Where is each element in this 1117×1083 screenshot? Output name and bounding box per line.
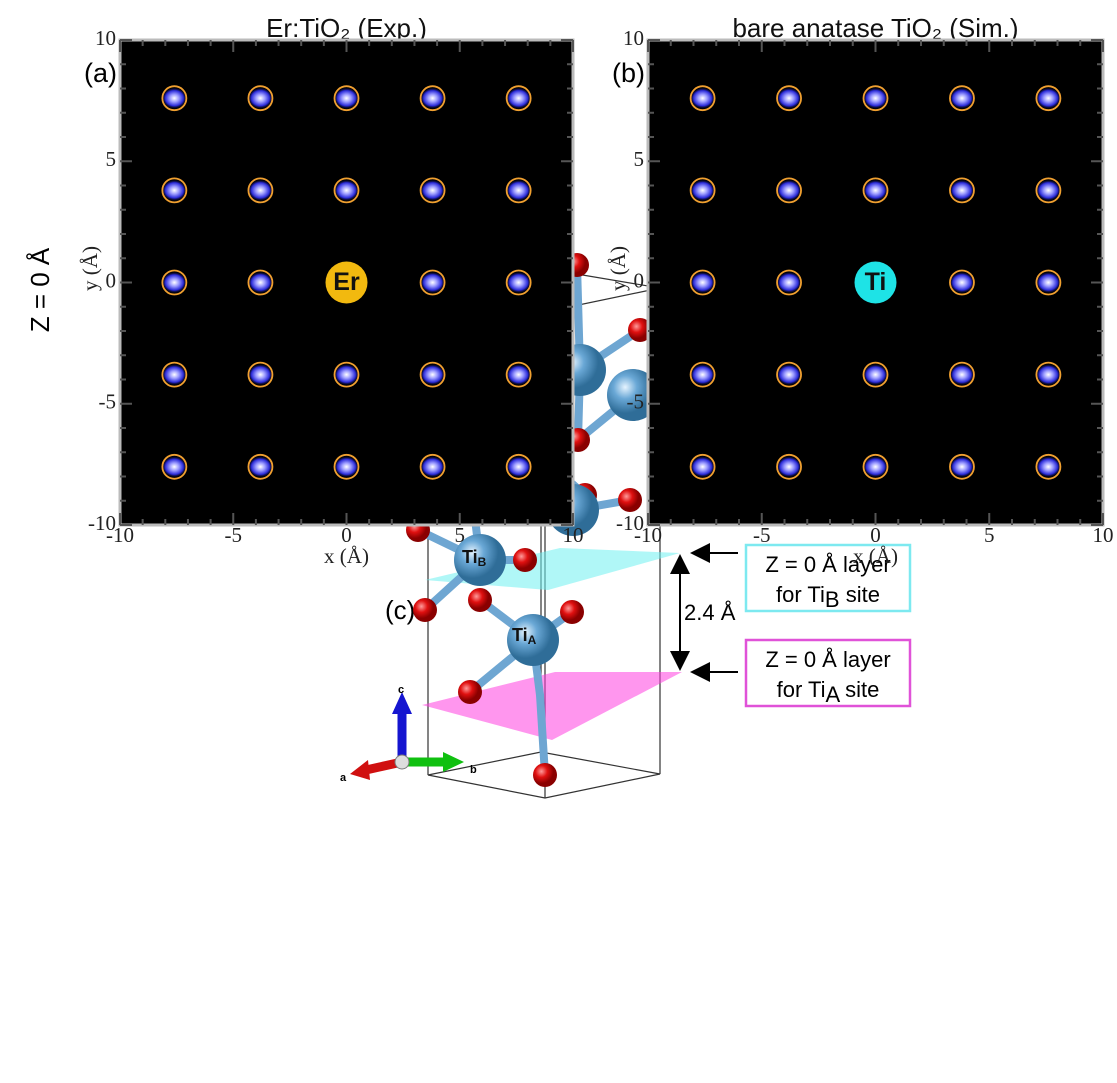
y-tick-label: -10 — [88, 511, 116, 535]
panel-label: (c) — [385, 595, 415, 625]
y-tick-label: 10 — [95, 26, 116, 50]
figure: Z = 0 Å (c) — [0, 0, 1117, 1083]
y-tick-label: 0 — [634, 268, 645, 292]
layer-label: Z = 0 Å layer — [765, 647, 890, 672]
text-part: Ti — [462, 547, 478, 567]
axis-letter: b — [470, 764, 477, 776]
text-part: Z = 0 Å layer — [765, 647, 890, 672]
text-part: A — [528, 633, 537, 647]
y-tick-label: -5 — [627, 390, 645, 414]
text-part: Ti — [512, 625, 528, 645]
center-label: Er — [333, 268, 360, 296]
axis-letter: c — [398, 684, 404, 696]
x-axis-label: x (Å) — [324, 544, 369, 568]
spacing-label: 2.4 Å — [684, 600, 736, 625]
x-tick-label: 5 — [984, 523, 995, 547]
chart-title: bare anatase TiO₂ (Sim.) — [732, 13, 1018, 43]
row-label: Z = 0 Å — [25, 247, 55, 332]
axis-letter: a — [340, 772, 347, 784]
panel-label: (b) — [612, 58, 645, 88]
x-tick-label: 10 — [1093, 523, 1114, 547]
x-tick-label: -5 — [225, 523, 243, 547]
text-part: site — [839, 677, 879, 702]
text-part: B — [478, 555, 487, 569]
x-tick-label: 10 — [563, 523, 584, 547]
y-tick-label: 0 — [106, 268, 117, 292]
y-tick-label: 5 — [106, 147, 117, 171]
panel-label: (a) — [84, 58, 117, 88]
x-tick-label: 5 — [455, 523, 466, 547]
text-part: site — [840, 582, 880, 607]
y-tick-label: -10 — [616, 511, 644, 535]
text-part: for Ti — [776, 582, 825, 607]
text-part: B — [825, 587, 840, 612]
y-tick-label: 5 — [634, 147, 645, 171]
y-tick-label: 10 — [623, 26, 644, 50]
center-label: Ti — [865, 268, 887, 296]
x-tick-label: -5 — [753, 523, 771, 547]
text-part: for Ti — [777, 677, 826, 702]
chart-title: Er:TiO₂ (Exp.) — [266, 13, 427, 43]
y-axis-label: y (Å) — [606, 246, 630, 291]
y-axis-label: y (Å) — [78, 246, 102, 291]
x-axis-label: x (Å) — [853, 544, 898, 568]
y-tick-label: -5 — [99, 390, 117, 414]
